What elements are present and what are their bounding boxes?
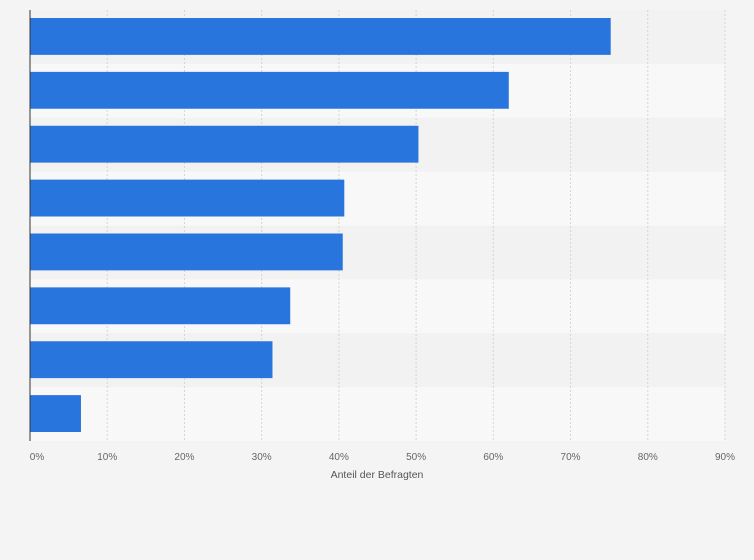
bar[interactable] <box>30 179 345 217</box>
x-axis-label: Anteil der Befragten <box>331 469 424 481</box>
x-tick-label: 90% <box>715 452 735 463</box>
x-tick-label: 40% <box>329 452 349 463</box>
x-tick-label: 20% <box>174 452 194 463</box>
bar[interactable] <box>30 125 419 163</box>
x-tick-label: 10% <box>97 452 117 463</box>
bar[interactable] <box>30 395 81 432</box>
bar[interactable] <box>30 287 291 325</box>
bar[interactable] <box>30 18 611 55</box>
x-tick-label: 80% <box>638 452 658 463</box>
bar[interactable] <box>30 71 509 109</box>
x-tick-label: 70% <box>561 452 581 463</box>
bar[interactable] <box>30 341 273 379</box>
x-tick-label: 0% <box>30 452 45 463</box>
row-band <box>30 387 725 441</box>
bar[interactable] <box>30 233 343 271</box>
x-tick-label: 30% <box>252 452 272 463</box>
x-tick-label: 50% <box>406 452 426 463</box>
x-tick-label: 60% <box>483 452 503 463</box>
